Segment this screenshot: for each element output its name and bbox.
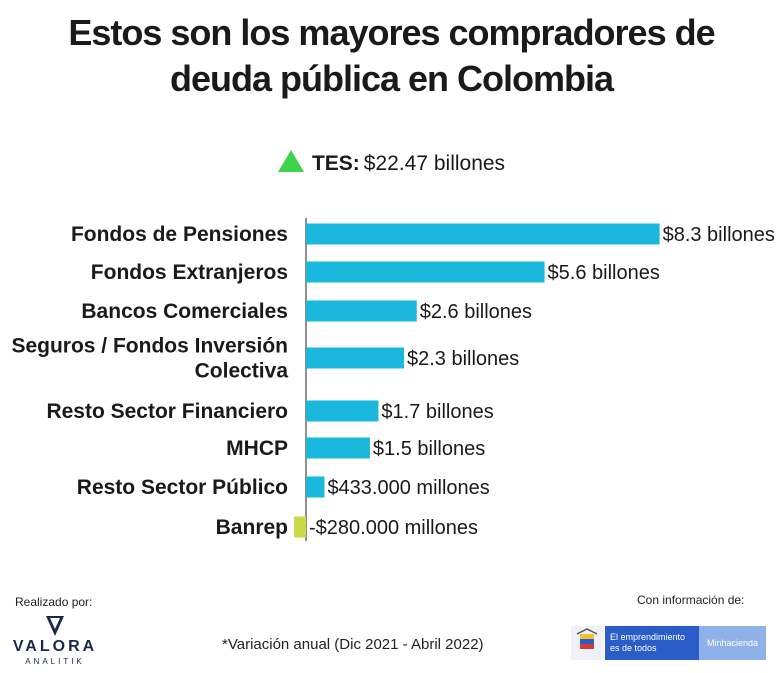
title-line-2: deuda pública en Colombia [169, 58, 614, 99]
up-triangle-icon [277, 150, 304, 172]
value-label: $5.6 billones [548, 262, 660, 284]
bar [306, 223, 660, 245]
valora-logo: VALORA ANALITIK [10, 612, 100, 672]
bar [294, 516, 306, 538]
footnote: *Variación anual (Dic 2021 - Abril 2022) [222, 636, 484, 653]
value-label: -$280.000 millones [309, 517, 478, 539]
minhacienda-slogan: El emprendimiento es de todos [605, 626, 699, 660]
bar [306, 300, 417, 322]
source-label: Con información de: [637, 593, 745, 607]
category-label: Resto Sector Financiero [46, 400, 288, 423]
coat-of-arms-icon [571, 626, 603, 660]
title-line-1: Estos son los mayores compradores de [68, 12, 715, 53]
value-label: $1.5 billones [373, 438, 485, 460]
tes-label: TES: [311, 152, 360, 175]
bar [306, 261, 545, 283]
bar [306, 400, 379, 422]
value-label: $2.3 billones [407, 348, 519, 370]
category-label: Seguros / Fondos Inversión Colectiva [11, 335, 288, 383]
tes-value: $22.47 billones [363, 152, 506, 175]
valora-brand-name: VALORA [12, 638, 98, 655]
category-label: MHCP [226, 437, 288, 460]
valora-brand-sub: ANALITIK [25, 657, 85, 666]
bar [306, 437, 370, 459]
category-label: Fondos de Pensiones [71, 223, 288, 246]
value-label: $8.3 billones [663, 224, 775, 246]
minhacienda-logo: El emprendimiento es de todos Minhaciend… [571, 626, 766, 660]
category-label: Bancos Comerciales [81, 300, 288, 323]
category-label: Fondos Extranjeros [91, 261, 288, 284]
value-label: $2.6 billones [420, 301, 532, 323]
minhacienda-name: Minhacienda [699, 626, 766, 660]
bar [306, 347, 404, 369]
chart-title: Estos son los mayores compradores de deu… [0, 10, 783, 102]
slogan-line-1: El emprendimiento [610, 632, 686, 642]
slogan-line-2: es de todos [610, 643, 657, 653]
category-label: Banrep [216, 516, 288, 539]
category-label: Resto Sector Público [77, 476, 288, 499]
made-by-label: Realizado por: [15, 595, 93, 609]
bar [306, 476, 325, 498]
value-label: $1.7 billones [381, 401, 493, 423]
tes-total: TES: $22.47 billones [0, 150, 783, 176]
valora-logo-icon [46, 616, 64, 636]
value-label: $433.000 millones [327, 477, 489, 499]
